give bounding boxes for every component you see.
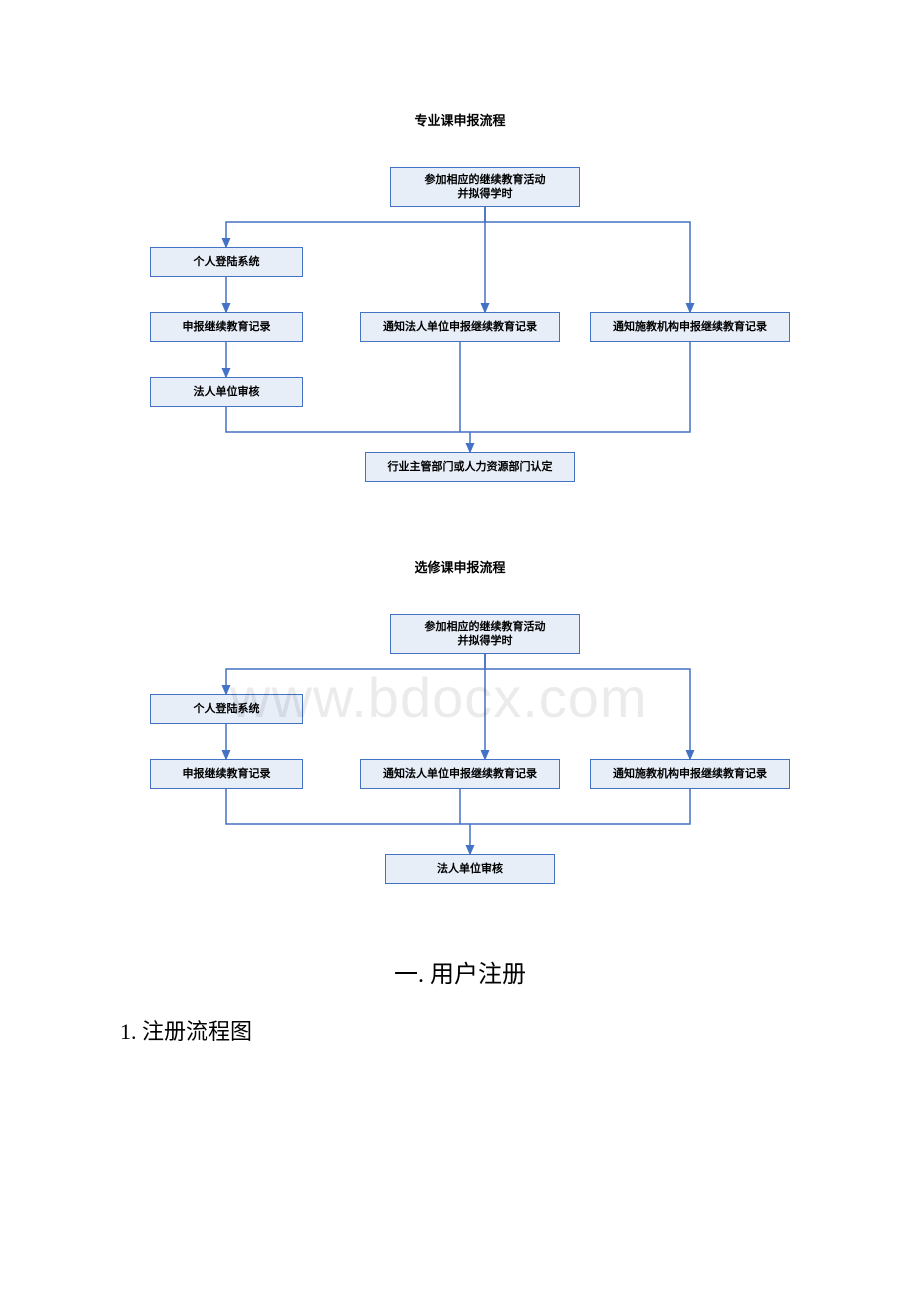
flow-node-m5: 通知施教机构申报继续教育记录 [590,759,790,789]
flow-node-n2: 个人登陆系统 [150,247,303,277]
flow-node-n5: 通知施教机构申报继续教育记录 [590,312,790,342]
flowchart1: 参加相应的继续教育活动 并拟得学时个人登陆系统申报继续教育记录 通知法人单位申报继… [100,137,820,537]
flow-node-m2: 个人登陆系统 [150,694,303,724]
flow-node-m4: 通知法人单位申报继续教育记录 [360,759,560,789]
flow-node-m3: 申报继续教育记录 [150,759,303,789]
flow-node-m6: 法人单位审核 [385,854,555,884]
flow-node-m1: 参加相应的继续教育活动 并拟得学时 [390,614,580,654]
flow-node-n3: 申报继续教育记录 [150,312,303,342]
flow-node-n7: 行业主管部门或人力资源部门认定 [365,452,575,482]
flow-node-n4: 通知法人单位申报继续教育记录 [360,312,560,342]
flowchart2: 参加相应的继续教育活动 并拟得学时个人登陆系统申报继续教育记录 通知法人单位申报继… [100,584,820,924]
flowchart2-title: 选修课申报流程 [0,557,920,576]
flow-node-n1: 参加相应的继续教育活动 并拟得学时 [390,167,580,207]
page: 专业课申报流程 参加相应的继续教育活动 并拟得学时个人登陆系统申报继续教育记录通… [0,0,920,1302]
section-heading: 一. 用户注册 [0,954,920,989]
section-subheading: 1. 注册流程图 [120,1014,920,1046]
flow-node-n6: 法人单位审核 [150,377,303,407]
flowchart1-title: 专业课申报流程 [0,110,920,129]
